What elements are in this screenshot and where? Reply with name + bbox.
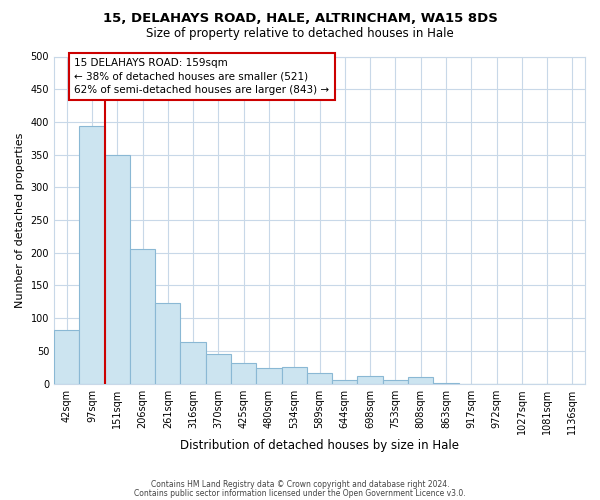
Text: 15 DELAHAYS ROAD: 159sqm
← 38% of detached houses are smaller (521)
62% of semi-: 15 DELAHAYS ROAD: 159sqm ← 38% of detach… [74, 58, 329, 95]
Bar [358, 376, 383, 384]
Bar [231, 364, 256, 384]
Bar [256, 368, 281, 384]
Text: Contains HM Land Registry data © Crown copyright and database right 2024.: Contains HM Land Registry data © Crown c… [151, 480, 449, 489]
Bar [433, 383, 458, 384]
Text: Contains public sector information licensed under the Open Government Licence v3: Contains public sector information licen… [134, 488, 466, 498]
Text: Size of property relative to detached houses in Hale: Size of property relative to detached ho… [146, 28, 454, 40]
Bar [332, 380, 358, 384]
Bar [155, 303, 181, 384]
X-axis label: Distribution of detached houses by size in Hale: Distribution of detached houses by size … [180, 440, 459, 452]
Bar [408, 377, 433, 384]
Bar [307, 373, 332, 384]
Bar [383, 380, 408, 384]
Bar [206, 354, 231, 384]
Bar [54, 330, 79, 384]
Bar [181, 342, 206, 384]
Y-axis label: Number of detached properties: Number of detached properties [15, 132, 25, 308]
Text: 15, DELAHAYS ROAD, HALE, ALTRINCHAM, WA15 8DS: 15, DELAHAYS ROAD, HALE, ALTRINCHAM, WA1… [103, 12, 497, 26]
Bar [281, 367, 307, 384]
Bar [79, 126, 104, 384]
Bar [130, 250, 155, 384]
Bar [104, 154, 130, 384]
